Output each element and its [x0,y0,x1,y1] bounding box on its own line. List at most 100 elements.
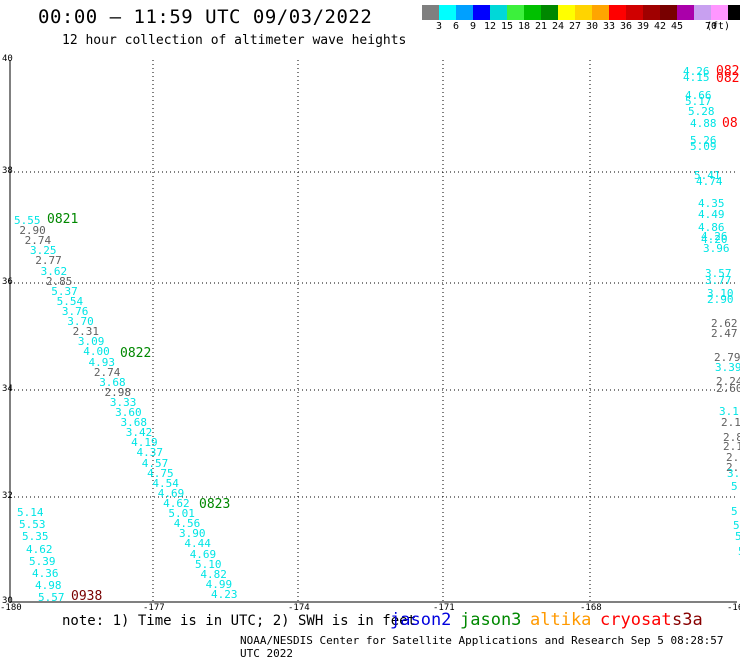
wave-height-value: 4.00 [83,345,110,359]
colorbar-swatch [456,5,473,20]
colorbar-swatch [728,5,740,20]
colorbar-swatch [694,5,711,20]
wave-height-value: 5.57 [38,591,65,604]
wave-height-value: 2.1 [723,440,740,453]
map-subtitle: 12 hour collection of altimeter wave hei… [62,33,407,48]
wave-height-value: 4.15 [683,71,710,84]
wave-height-value: 4.62 [163,497,190,511]
latitude-label: 34 [2,384,13,394]
wave-height-value: 3.68 [99,375,126,389]
longitude-label: -180 [0,603,22,613]
wave-height-value: 3.09 [77,335,105,349]
wave-height-value: 5.10 [195,557,222,571]
wave-height-value: 2.90 [707,293,734,306]
wave-height-value: 2.60 [716,382,740,395]
legend-cryosat: cryosat [600,610,672,630]
wave-height-value: 5.17 [685,95,712,108]
wave-height-value: 2.47 [711,327,738,340]
pass-time-label: 082 [716,64,740,79]
wave-height-value: 3.33 [109,395,137,409]
wave-height-value: 5.55 [14,214,41,227]
wave-height-value: 5.53 [19,518,46,531]
wave-height-value: 5.14 [17,506,44,519]
wave-height-value: 5. [738,546,740,557]
wave-height-value: 5. [735,530,740,543]
colorbar-swatch [490,5,507,20]
colorbar-unit: (ft) [706,21,731,32]
pass-time-label: 08 [722,116,738,131]
wave-height-value: 3.57 [705,267,732,280]
colorbar-label: 6 [452,21,460,32]
colorbar-label: 30 [585,21,599,32]
wave-height-value: 2.90 [19,224,46,238]
wave-height-value: 4.62 [26,543,53,556]
wave-height-value: 4.20 [701,233,728,246]
wave-height-value: 4.66 [685,89,712,102]
pass-time-label: 0823 [199,497,231,512]
wave-height-value: 2.74 [93,365,121,379]
latitude-label: 36 [2,277,13,287]
wave-height-value: 3.1 [719,405,739,418]
colorbar-label: 36 [619,21,633,32]
wave-height-value: 4.54 [152,476,179,490]
wave-height-value: 3.77 [705,274,732,287]
wave-height-value: 4.44 [184,537,211,551]
colorbar-label: 24 [551,21,565,32]
colorbar-swatch [609,5,626,20]
colorbar-label: 27 [568,21,582,32]
wave-height-value: 3.96 [703,242,730,255]
wave-height-value: 5. [731,505,740,518]
wave-height-value: 3.68 [120,416,147,430]
wave-height-value: 3.60 [115,406,142,420]
wave-height-value: 2.77 [35,254,62,268]
pass-time-label: 0821 [47,212,79,227]
wave-height-value: 4.69 [189,547,217,561]
colorbar-swatch [592,5,609,20]
latitude-label: 38 [2,166,13,176]
wave-height-value: 5.41 [694,169,721,182]
wave-height-value: 5.09 [690,140,717,153]
wave-height-value: 2.8 [723,431,740,444]
pass-time-label: 0938 [71,589,103,604]
colorbar-swatch [575,5,592,20]
wave-height-value: 4.98 [35,579,62,592]
wave-height-value: 4.35 [698,197,725,210]
map-title: 00:00 – 11:59 UTC 09/03/2022 [38,6,373,28]
wave-height-value: 4.75 [147,466,174,480]
wave-height-value: 4.82 [200,567,227,581]
wave-height-value: 2.31 [72,325,100,339]
credit-line: NOAA/NESDIS Center for Satellite Applica… [240,634,724,660]
wave-height-value: 4.49 [698,208,725,221]
wave-height-value: 5.37 [51,284,78,298]
colorbar-swatch [558,5,575,20]
colorbar-label: 39 [636,21,650,32]
colorbar-swatch [439,5,456,20]
wave-height-value: 4.93 [88,355,116,369]
longitude-label: -171 [433,603,455,613]
footnote: note: 1) Time is in UTC; 2) SWH is in fe… [62,613,417,629]
wave-height-value: 4.23 [211,588,238,601]
longitude-label: -168 [580,603,602,613]
colorbar-label: 18 [517,21,531,32]
legend-altika: altika [530,610,592,630]
wave-height-value: 3.76 [61,304,89,318]
colorbar-swatch [660,5,677,20]
wave-height-value: 2.24 [716,375,740,388]
wave-height-value: 5.28 [688,105,715,118]
wave-height-value: 5.35 [22,530,49,543]
wave-height-value: 5.01 [168,507,195,521]
wave-height-value: 2.6 [726,451,740,464]
wave-height-value: 2.98 [104,385,132,399]
latitude-label: 40 [2,54,13,64]
colorbar-label: 45 [670,21,684,32]
wave-height-value: 4.86 [698,221,725,234]
wave-height-value: 5. [731,480,740,493]
wave-height-value: 2.5 [726,461,740,474]
wave-height-value: 4.74 [696,175,723,188]
colorbar-swatch [711,5,728,20]
legend-s3a: s3a [672,610,703,630]
colorbar-swatch [473,5,490,20]
wave-height-value: 3.10 [707,287,734,300]
pass-time-label: 0822 [120,346,152,361]
